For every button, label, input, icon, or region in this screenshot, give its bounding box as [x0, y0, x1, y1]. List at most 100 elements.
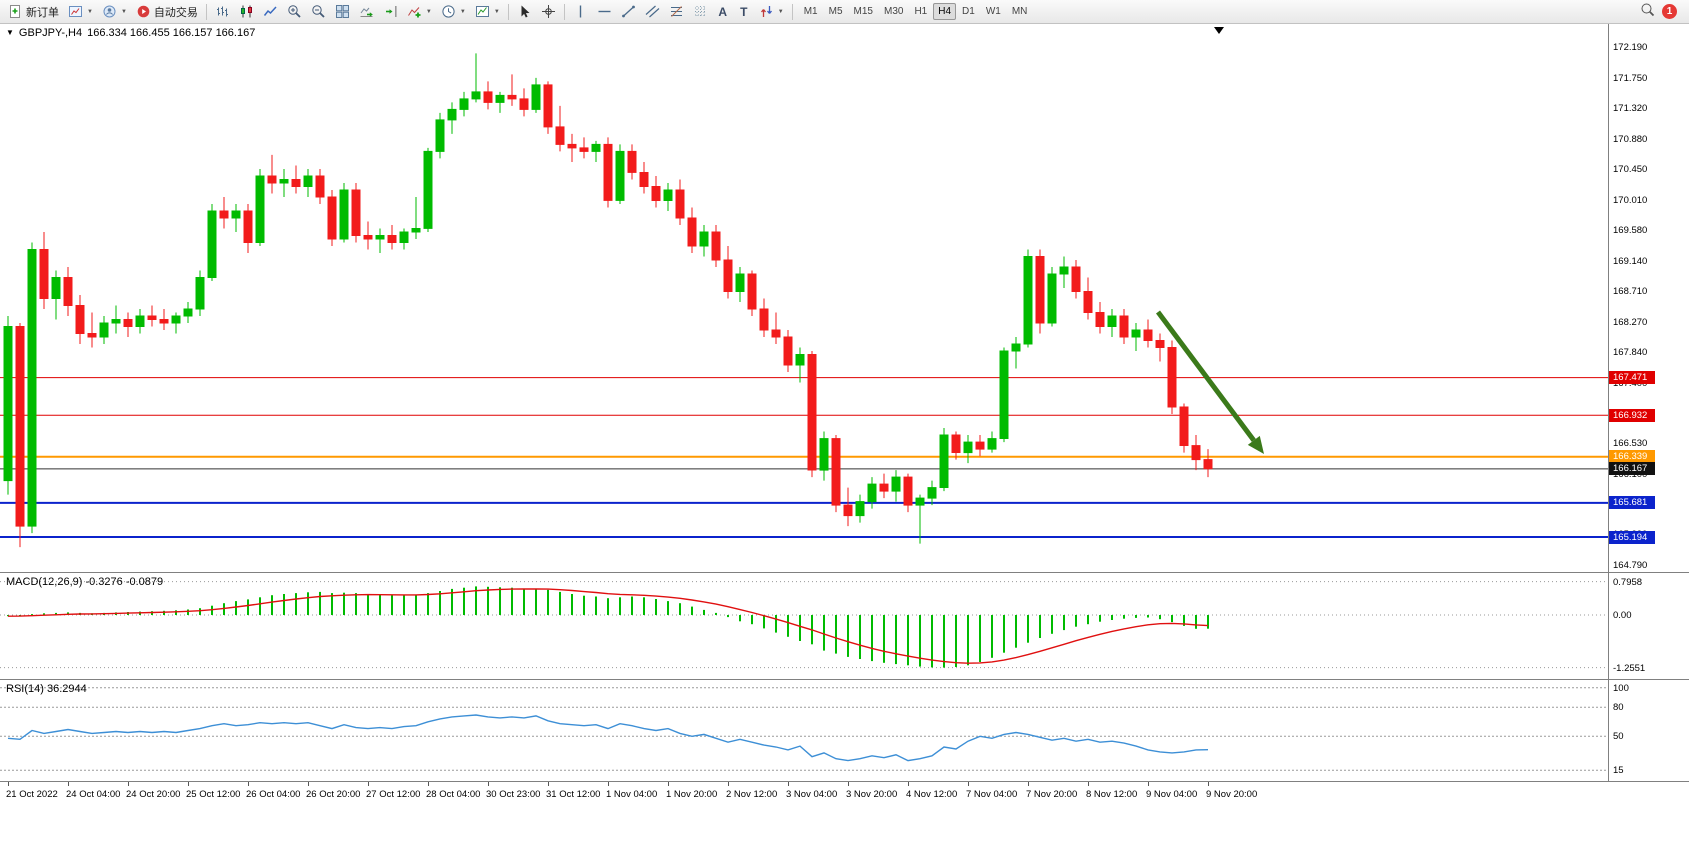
time-label: 4 Nov 12:00 — [906, 789, 958, 800]
time-label: 31 Oct 12:00 — [546, 789, 601, 800]
time-tick — [608, 782, 609, 786]
time-tick — [308, 782, 309, 786]
channel-button[interactable] — [641, 2, 664, 22]
zoom-out-icon — [311, 4, 326, 19]
one-click-trading-arrow[interactable]: ▼ — [6, 28, 14, 37]
chart-shift-button[interactable] — [379, 2, 402, 22]
price-line-badge: 165.194 — [1609, 530, 1655, 544]
trendline-button[interactable] — [617, 2, 640, 22]
time-tick — [8, 782, 9, 786]
chart-shift-icon — [383, 4, 398, 19]
candlestick-chart-type-button[interactable] — [235, 2, 258, 22]
rsi-scale-label: 15 — [1613, 765, 1624, 777]
add-indicator-icon — [407, 4, 422, 19]
zoom-out-button[interactable] — [307, 2, 330, 22]
time-label: 9 Nov 20:00 — [1206, 789, 1258, 800]
macd-pane: MACD(12,26,9) -0.3276 -0.0879 0.7958 0.00… — [0, 573, 1689, 680]
fibonacci-button[interactable] — [665, 2, 688, 22]
chart-shift-end-marker[interactable] — [1214, 27, 1224, 34]
toolbar: 新订单 ▼ ▼ 自动交易 — [0, 0, 1689, 24]
timeframe-h4[interactable]: H4 — [933, 3, 957, 20]
dropdown-caret: ▼ — [493, 8, 500, 15]
autotrading-icon — [136, 4, 151, 19]
timeframe-d1[interactable]: D1 — [962, 6, 975, 17]
macd-scale[interactable]: 0.7958 0.00 -1.2551 — [1609, 573, 1689, 679]
line-chart-type-button[interactable] — [259, 2, 282, 22]
timeframe-mn[interactable]: MN — [1011, 6, 1028, 17]
toolbar-separator — [205, 3, 207, 20]
time-label: 21 Oct 2022 — [6, 789, 58, 800]
price-line-badge: 167.471 — [1609, 371, 1655, 385]
time-tick — [728, 782, 729, 786]
chart-symbol-label: GBPJPY-,H4 — [18, 27, 83, 39]
timeframe-m1[interactable]: M1 — [803, 6, 818, 17]
price-scale-label: 170.010 — [1613, 194, 1648, 206]
rsi-scale[interactable]: 100 80 50 15 — [1609, 680, 1689, 781]
line-chart-icon — [263, 4, 278, 19]
trend-arrow[interactable] — [1155, 310, 1256, 442]
new-chart-button[interactable]: ▼ — [64, 2, 97, 22]
time-tick — [788, 782, 789, 786]
horizontal-line-button[interactable] — [593, 2, 616, 22]
time-tick — [848, 782, 849, 786]
timeframe-m30[interactable]: M30 — [883, 6, 904, 17]
autotrading-button[interactable]: 自动交易 — [132, 2, 202, 22]
time-label: 28 Oct 04:00 — [426, 789, 481, 800]
label-button[interactable]: T — [734, 2, 754, 22]
profiles-button[interactable]: ▼ — [98, 2, 131, 22]
price-scale[interactable]: 172.190 171.750 171.320 170.880 170.450 170.0… — [1609, 24, 1689, 572]
notification-badge[interactable]: 1 — [1662, 4, 1677, 19]
price-scale-label: 171.320 — [1613, 103, 1648, 115]
bar-chart-type-button[interactable] — [211, 2, 234, 22]
macd-scale-label: 0.00 — [1613, 609, 1632, 621]
new-order-button[interactable]: 新订单 — [4, 2, 63, 22]
time-tick — [548, 782, 549, 786]
timeframe-m5[interactable]: M5 — [828, 6, 843, 17]
timeframe-h1[interactable]: H1 — [914, 6, 928, 17]
label-icon: T — [740, 4, 748, 19]
dropdown-caret: ▼ — [459, 8, 466, 15]
price-scale-label: 170.880 — [1613, 133, 1648, 145]
time-label: 7 Nov 20:00 — [1026, 789, 1078, 800]
text-button[interactable]: A — [713, 2, 733, 22]
templates-button[interactable]: ▼ — [471, 2, 504, 22]
time-tick — [128, 782, 129, 786]
price-scale-label: 171.750 — [1613, 72, 1648, 84]
grid-button[interactable] — [689, 2, 712, 22]
crosshair-icon — [541, 4, 556, 19]
add-indicator-button[interactable]: ▼ — [403, 2, 436, 22]
rsi-pane: RSI(14) 36.2944 100 80 50 15 — [0, 680, 1689, 782]
time-label: 26 Oct 20:00 — [306, 789, 361, 800]
time-label: 24 Oct 04:00 — [66, 789, 121, 800]
periods-button[interactable]: ▼ — [437, 2, 470, 22]
candlestick-chart-icon — [239, 4, 254, 19]
toolbar-right: 1 — [1640, 2, 1685, 22]
rsi-plot[interactable] — [0, 680, 1608, 782]
horizontal-level-lines — [0, 377, 1608, 538]
new-order-icon — [8, 4, 23, 19]
price-scale-label: 164.790 — [1613, 560, 1648, 572]
vertical-line-button[interactable] — [569, 2, 592, 22]
time-tick — [1148, 782, 1149, 786]
macd-plot[interactable] — [0, 573, 1608, 680]
tile-windows-button[interactable] — [331, 2, 354, 22]
macd-scale-label: 0.7958 — [1613, 576, 1643, 588]
autotrading-label: 自动交易 — [153, 6, 198, 19]
time-label: 3 Nov 04:00 — [786, 789, 838, 800]
crosshair-button[interactable] — [537, 2, 560, 22]
price-scale-separator — [1608, 24, 1609, 782]
trendline-icon — [621, 4, 636, 19]
arrows-button[interactable]: ▼ — [755, 2, 788, 22]
time-scale[interactable]: 21 Oct 2022 24 Oct 04:00 24 Oct 20:00 25 Oc… — [0, 782, 1689, 806]
cursor-button[interactable] — [513, 2, 536, 22]
auto-scroll-button[interactable] — [355, 2, 378, 22]
price-scale-label: 168.710 — [1613, 285, 1648, 297]
time-tick — [368, 782, 369, 786]
price-chart-plot[interactable] — [0, 24, 1608, 573]
timeframe-m15[interactable]: M15 — [853, 6, 873, 17]
time-tick — [1208, 782, 1209, 786]
search-icon[interactable] — [1640, 2, 1655, 22]
templates-icon — [475, 4, 490, 19]
timeframe-w1[interactable]: W1 — [985, 6, 1001, 17]
zoom-in-button[interactable] — [283, 2, 306, 22]
